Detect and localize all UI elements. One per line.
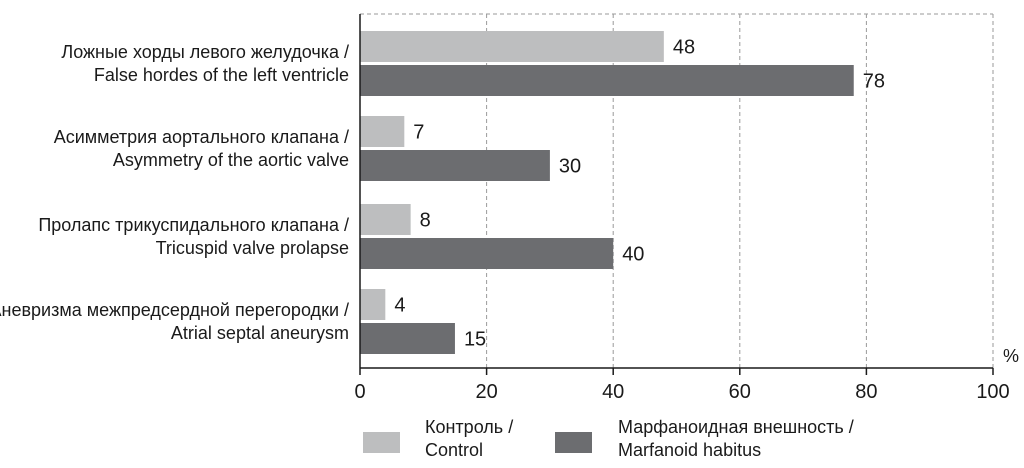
value-label-3-1: 15 [464,329,486,351]
legend-label-0-1: Control [425,440,483,460]
bar-2-0 [360,204,411,235]
bar-3-0 [360,289,386,320]
x-axis: 0 20 40 60 80 100% [354,14,1019,403]
value-label-2-0: 8 [420,210,431,232]
legend-label-0-0: Контроль / [425,417,513,437]
value-labels: 48 78 7 30 8 40 4 15 [394,37,885,351]
value-label-1-1: 30 [559,156,581,178]
x-tick-label-3: 60 [729,381,751,403]
bar-1-0 [360,116,405,147]
category-label-1-1: Asymmetry of the aortic valve [113,150,349,170]
x-tick-label-0: 0 [354,381,365,403]
bar-0-0 [360,31,664,62]
x-tick-label-1: 20 [475,381,497,403]
legend-label-1-1: Marfanoid habitus [618,440,761,460]
bar-0-1 [360,65,854,96]
bars [360,31,854,354]
value-label-1-0: 7 [413,122,424,144]
category-label-2-0: Пролапс трикуспидального клапана / [38,215,349,235]
category-label-0-0: Ложные хорды левого желудочка / [61,42,349,62]
x-tick-label-5: 100 [976,381,1009,403]
value-label-0-1: 78 [863,71,885,93]
category-label-3-0: Аневризма межпредсердной перегородки / [0,300,349,320]
category-label-1-0: Асимметрия аортального клапана / [54,127,349,147]
value-label-3-0: 4 [394,295,405,317]
category-label-2-1: Tricuspid valve prolapse [156,238,349,258]
bar-1-1 [360,150,550,181]
category-label-0-1: False hordes of the left ventricle [94,65,349,85]
category-labels: Ложные хорды левого желудочка / False hor… [0,42,349,343]
value-label-0-0: 48 [673,37,695,59]
x-tick-label-2: 40 [602,381,624,403]
legend-swatch-1 [555,432,592,453]
legend-label-1-0: Марфаноидная внешность / [618,417,854,437]
legend-swatch-0 [363,432,400,453]
bar-2-1 [360,238,614,269]
value-label-2-1: 40 [622,244,644,266]
x-tick-label-4: 80 [855,381,877,403]
x-unit-label: % [1003,346,1019,366]
legend: Контроль / Control Марфаноидная внешность … [363,417,854,460]
bar-3-1 [360,323,455,354]
category-label-3-1: Atrial septal aneurysm [171,323,349,343]
